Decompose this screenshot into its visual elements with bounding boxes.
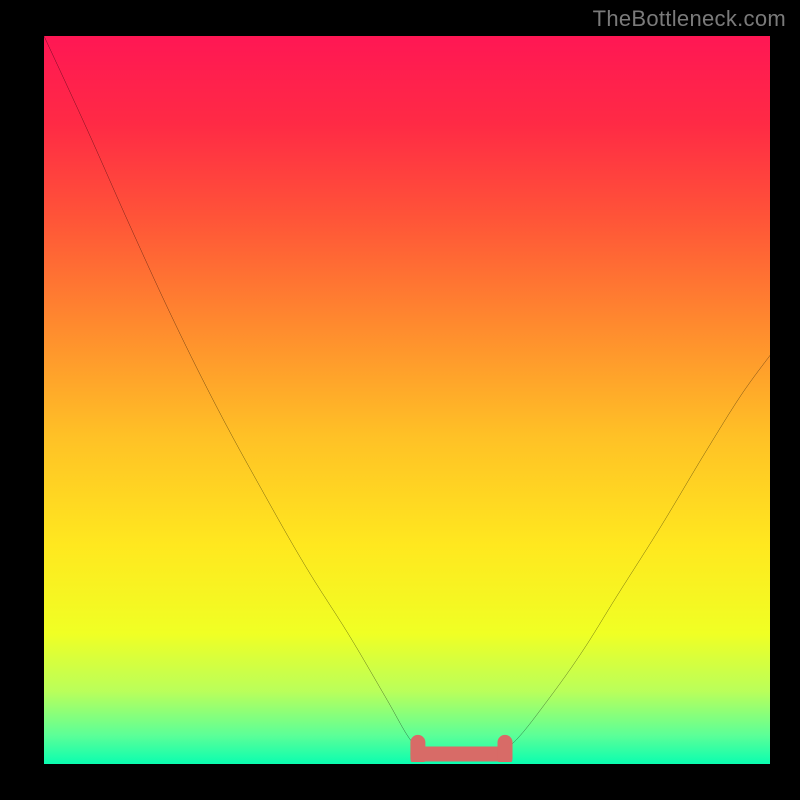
- chart-container: TheBottleneck.com: [0, 0, 800, 800]
- bottleneck-curve: [44, 36, 770, 758]
- watermark-text: TheBottleneck.com: [593, 6, 786, 32]
- plot-area: [44, 36, 770, 764]
- curve-layer: [44, 36, 770, 762]
- optimal-range-marker: [418, 742, 505, 758]
